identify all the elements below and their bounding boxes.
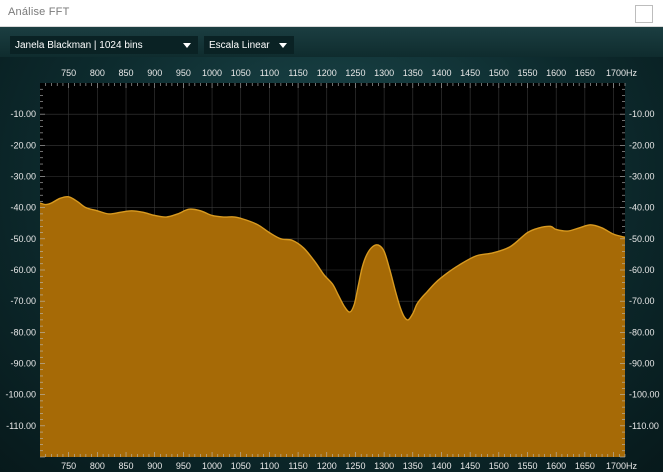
y-tick-label: -50.00	[10, 234, 36, 244]
y-tick-label: -20.00	[10, 140, 36, 150]
window-title: Análise FFT	[8, 6, 70, 18]
x-tick-label: 1500	[489, 68, 509, 78]
y-tick-label: -40.00	[629, 203, 655, 213]
x-tick-label: 1300	[374, 461, 394, 471]
title-bar: Análise FFT	[0, 0, 663, 27]
scale-label: Escala Linear	[209, 39, 270, 51]
y-axis-left: -10.00 -20.00 -30.00 -40.00 -50.00 -60.00 -70.…	[5, 88, 45, 458]
x-tick-label: 850	[119, 461, 134, 471]
x-tick-label: 1200	[317, 461, 337, 471]
spectrum-area	[40, 196, 625, 457]
x-tick-label: 1550	[517, 68, 537, 78]
x-tick-label: 1050	[231, 461, 251, 471]
x-tick-label: 1350	[403, 461, 423, 471]
y-tick-label: -110.00	[629, 421, 659, 431]
y-tick-label: -100.00	[5, 390, 36, 400]
x-tick-label: 1500	[489, 461, 509, 471]
y-tick-label: -90.00	[10, 359, 36, 369]
y-axis-right: -10.00 -20.00 -30.00 -40.00 -50.00 -60.00 -70.…	[620, 88, 660, 458]
x-tick-label: 1000	[202, 461, 222, 471]
dropdown-arrow-icon	[279, 43, 287, 48]
x-tick-label: 1400	[431, 68, 451, 78]
y-tick-label: -110.00	[6, 421, 36, 431]
x-tick-label: 1400	[431, 461, 451, 471]
x-tick-label: 1100	[260, 461, 279, 471]
y-tick-label: -80.00	[629, 327, 655, 337]
x-tick-label: 750	[61, 461, 76, 471]
x-tick-label: 1450	[460, 68, 480, 78]
fft-chart: 750 800 850 900 950 1000 1050 1100 1150 1200 1250 1…	[5, 68, 660, 471]
window-function-select[interactable]: Janela Blackman | 1024 bins	[10, 36, 198, 54]
y-tick-label: -70.00	[10, 296, 36, 306]
y-tick-label: -50.00	[629, 234, 655, 244]
close-button[interactable]	[635, 5, 653, 23]
toolbar: Janela Blackman | 1024 bins Escala Linea…	[0, 27, 663, 57]
y-tick-label: -30.00	[10, 172, 36, 182]
x-tick-label: 800	[90, 461, 105, 471]
x-tick-label: 950	[176, 461, 191, 471]
x-tick-label: 1100	[260, 68, 279, 78]
y-tick-label: -90.00	[629, 359, 655, 369]
x-tick-label: 1600	[546, 461, 566, 471]
x-tick-label: 950	[176, 68, 191, 78]
x-tick-label: 900	[147, 461, 162, 471]
x-tick-label: 1000	[202, 68, 222, 78]
window-function-label: Janela Blackman | 1024 bins	[15, 39, 143, 51]
x-tick-label: 800	[90, 68, 105, 78]
x-tick-label: 1650	[575, 68, 595, 78]
y-tick-label: -70.00	[629, 296, 655, 306]
x-tick-label: 1200	[317, 68, 337, 78]
y-tick-label: -20.00	[629, 140, 655, 150]
x-tick-label: 1350	[403, 68, 423, 78]
y-tick-label: -30.00	[629, 172, 655, 182]
x-tick-label: 1300	[374, 68, 394, 78]
y-tick-label: -60.00	[10, 265, 36, 275]
x-tick-label: 1250	[345, 68, 365, 78]
x-tick-label: 1550	[517, 461, 537, 471]
x-tick-label: 750	[61, 68, 76, 78]
y-tick-label: -40.00	[10, 203, 36, 213]
y-tick-label: -100.00	[629, 390, 660, 400]
x-tick-label: 1700Hz	[606, 461, 638, 471]
dropdown-arrow-icon	[183, 43, 191, 48]
x-tick-label: 1600	[546, 68, 566, 78]
y-tick-label: -10.00	[629, 109, 655, 119]
x-tick-label: 1700Hz	[606, 68, 638, 78]
spectrum-line	[40, 195, 625, 321]
x-tick-label: 1650	[575, 461, 595, 471]
x-axis-bottom: 750 800 850 900 950 1000 1050 1100 1150 1200 1250 1…	[45, 452, 638, 471]
x-tick-label: 1150	[288, 68, 307, 78]
x-axis-top: 750 800 850 900 950 1000 1050 1100 1150 1200 1250 1…	[45, 68, 638, 88]
scale-select[interactable]: Escala Linear	[204, 36, 294, 54]
x-tick-label: 850	[119, 68, 134, 78]
x-tick-label: 1050	[231, 68, 251, 78]
x-tick-label: 1150	[288, 461, 307, 471]
y-tick-label: -60.00	[629, 265, 655, 275]
y-tick-label: -80.00	[10, 327, 36, 337]
x-tick-label: 900	[147, 68, 162, 78]
x-tick-label: 1250	[345, 461, 365, 471]
x-tick-label: 1450	[460, 461, 480, 471]
chart-area: 750 800 850 900 950 1000 1050 1100 1150 1200 1250 1…	[0, 57, 663, 472]
y-tick-label: -10.00	[10, 109, 36, 119]
